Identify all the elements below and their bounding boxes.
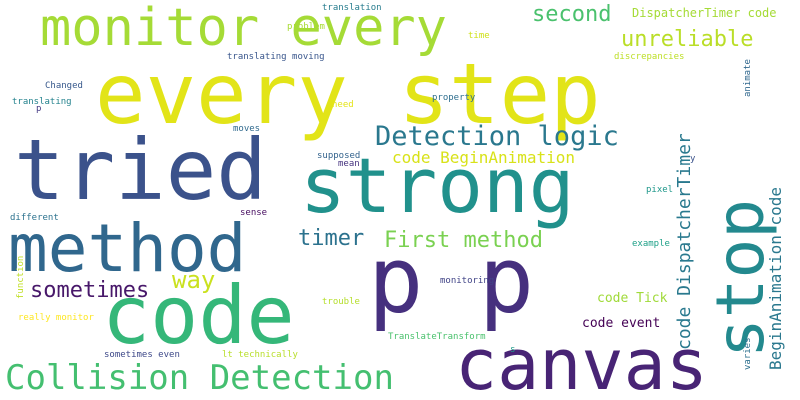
word-first-method: First method	[384, 228, 543, 253]
word-moves: moves	[233, 124, 261, 134]
word-way: way	[172, 266, 216, 294]
word-translating-moving: translating moving	[227, 52, 325, 62]
word-animate: animate	[743, 59, 753, 97]
word-second: second	[532, 2, 612, 27]
word-timer: timer	[298, 226, 365, 251]
word-lt-technically: lt technically	[222, 350, 298, 360]
word-mean: mean	[338, 159, 360, 169]
word-changed: Changed	[45, 81, 83, 91]
word-strong: strong	[300, 141, 575, 230]
word-pixel: pixel	[646, 185, 674, 195]
word-example: example	[632, 239, 670, 249]
word-monitoring: monitoring	[440, 276, 495, 286]
word-translation: translation	[322, 3, 382, 13]
word-every-step: every step	[95, 45, 601, 143]
word-y: y	[690, 154, 696, 164]
word-sense: sense	[240, 208, 268, 218]
word-code: code	[102, 269, 295, 362]
word-really-monitor: really monitor	[18, 313, 94, 323]
word-stop: stop	[702, 199, 779, 358]
word-canvas: canvas	[455, 324, 708, 400]
word-translatetransform: TranslateTransform	[388, 332, 486, 342]
word-trouble: trouble	[322, 297, 360, 307]
word-code-dispatchertimer: code DispatcherTimer	[674, 133, 695, 350]
word-beginanimation-code: BeginAnimation code	[766, 186, 785, 370]
word-code-tick: code Tick	[597, 291, 668, 306]
word-translating: translating	[12, 97, 72, 107]
word-property: property	[432, 93, 476, 103]
word-function: function	[16, 255, 26, 299]
word-p-small: p	[36, 104, 42, 114]
word-collision-detection: Collision Detection	[5, 358, 394, 398]
word-detection-logic: Detection logic	[375, 121, 619, 152]
word-need: need	[332, 100, 354, 110]
word-different: different	[10, 213, 59, 223]
word-sometimes: sometimes	[30, 278, 150, 303]
word-tried: tried	[14, 121, 267, 219]
word-method: method	[8, 210, 247, 287]
word-s: s	[510, 345, 516, 355]
word-discrepancies: discrepancies	[614, 52, 685, 62]
word-supposed: supposed	[317, 151, 361, 161]
word-code-beginanimation: code BeginAnimation	[392, 148, 576, 167]
word-sometimes-even: sometimes even	[104, 350, 180, 360]
word-varies: varies	[743, 337, 753, 370]
word-unreliable: unreliable	[621, 27, 754, 52]
word-dispatchertimer-code: DispatcherTimer code	[632, 6, 777, 20]
word-time: time	[468, 31, 490, 41]
word-p-p: p p	[368, 227, 535, 334]
word-problem: problem	[287, 22, 325, 32]
word-code-event: code event	[582, 316, 661, 331]
word-monitor-every: monitor every	[40, 0, 447, 58]
